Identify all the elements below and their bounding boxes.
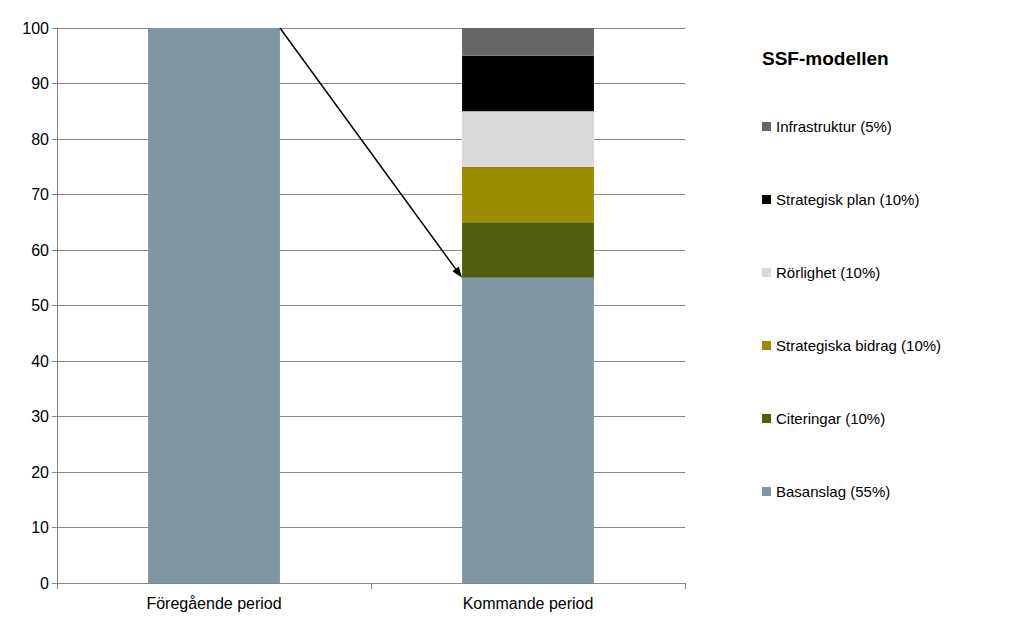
svg-text:80: 80 (31, 131, 49, 148)
svg-text:40: 40 (31, 353, 49, 370)
svg-text:Föregående period: Föregående period (146, 595, 281, 612)
svg-text:100: 100 (22, 20, 49, 37)
svg-text:20: 20 (31, 464, 49, 481)
svg-text:0: 0 (40, 575, 49, 592)
svg-text:Kommande period: Kommande period (463, 595, 594, 612)
svg-text:90: 90 (31, 75, 49, 92)
svg-text:Infrastruktur (5%): Infrastruktur (5%) (776, 118, 892, 135)
svg-text:Strategiska bidrag (10%): Strategiska bidrag (10%) (776, 337, 941, 354)
svg-text:60: 60 (31, 242, 49, 259)
svg-text:Rörlighet (10%): Rörlighet (10%) (776, 264, 880, 281)
svg-text:30: 30 (31, 408, 49, 425)
svg-text:10: 10 (31, 519, 49, 536)
svg-text:SSF-modellen: SSF-modellen (762, 48, 889, 69)
svg-text:Basanslag (55%): Basanslag (55%) (776, 483, 890, 500)
svg-text:Citeringar (10%): Citeringar (10%) (776, 410, 885, 427)
svg-text:70: 70 (31, 186, 49, 203)
svg-text:50: 50 (31, 297, 49, 314)
svg-text:Strategisk plan (10%): Strategisk plan (10%) (776, 191, 919, 208)
